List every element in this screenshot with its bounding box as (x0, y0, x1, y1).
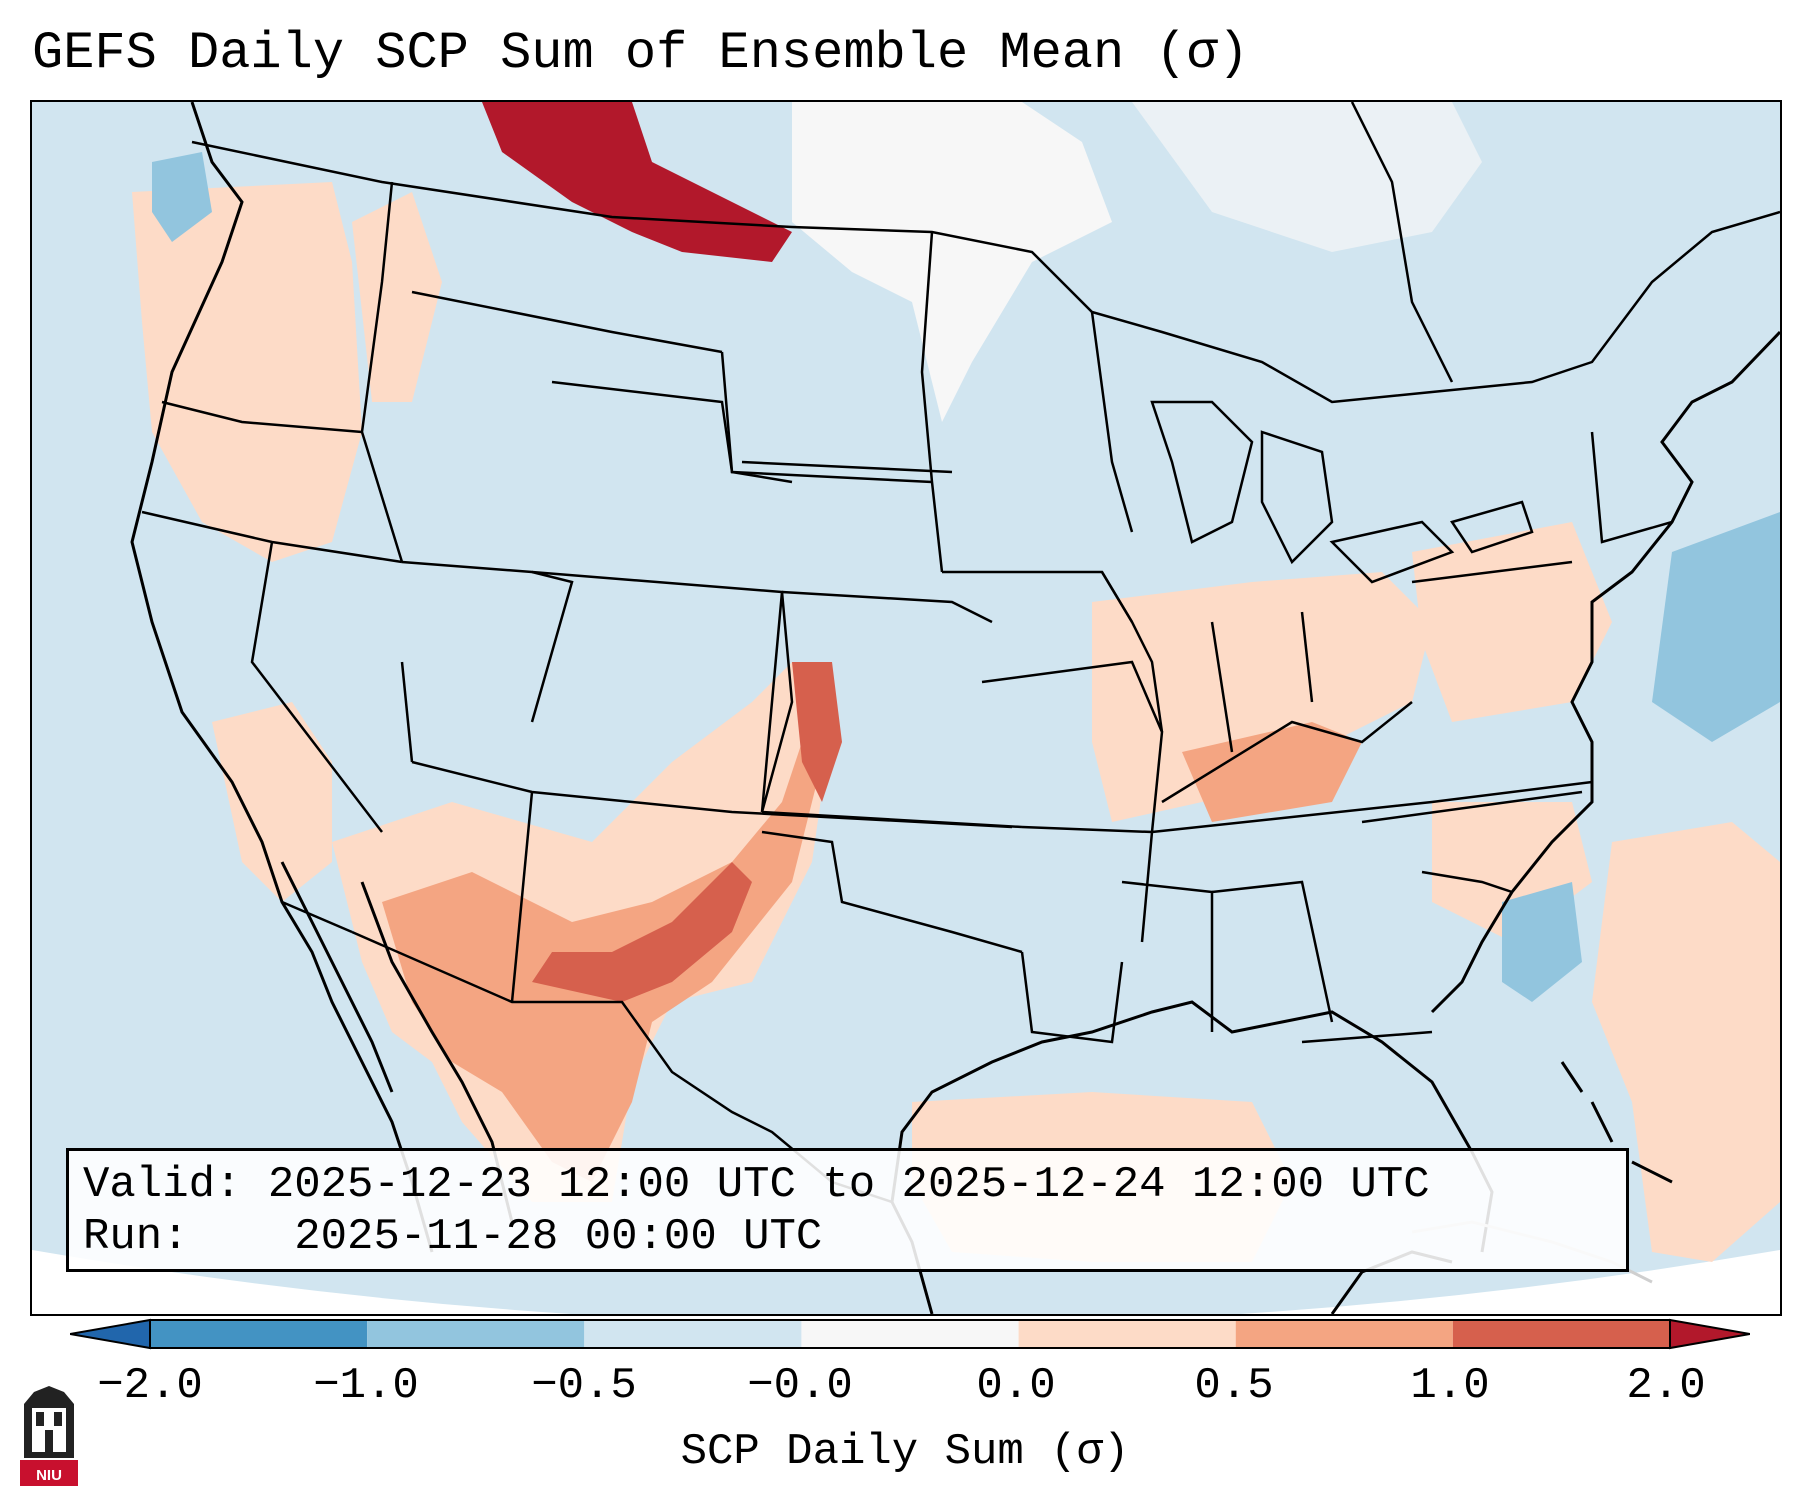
border-il-in (1100, 571, 1164, 733)
border-mn (920, 231, 944, 573)
colorbar (70, 1318, 1750, 1350)
colorbar-under-extension (70, 1318, 151, 1350)
border-ca-nv (250, 541, 383, 833)
anomaly-kentucky (1182, 722, 1362, 822)
great-lakes (1150, 400, 1534, 584)
east-coast (1430, 330, 1780, 1014)
anomaly-ohio-valley (1092, 572, 1432, 822)
run-line: Run: 2025-11-28 00:00 UTC (83, 1211, 822, 1263)
hudson-bay-coast (1350, 102, 1454, 383)
run-value: 2025-11-28 00:00 UTC (294, 1212, 823, 1262)
baja-coast (280, 861, 394, 1093)
validity-info-box: Valid: 2025-12-23 12:00 UTC to 2025-12-2… (66, 1148, 1629, 1272)
border-ut-az (400, 661, 414, 763)
tick-label: 2.0 (1626, 1361, 1706, 1411)
border-dakotas (720, 351, 933, 484)
anomaly-pacific-neg (152, 152, 212, 242)
anomaly-field (132, 102, 1780, 1262)
colorbar-bin (1235, 1320, 1453, 1348)
anomaly-california (212, 702, 332, 902)
border-co-ks (760, 591, 794, 813)
valid-label: Valid: (83, 1160, 242, 1210)
border-wa-or (161, 400, 363, 434)
border-nc-sc (1421, 870, 1513, 894)
border-pa-ny (1411, 560, 1573, 584)
border-nv-ut (401, 560, 574, 723)
border-az-nm (510, 791, 534, 1003)
tick-label: −0.5 (531, 1361, 637, 1411)
border-la (1020, 951, 1124, 1044)
colorbar-outline (149, 1319, 1671, 1349)
west-coast (130, 102, 434, 1253)
colorbar-label: SCP Daily Sum (σ) (680, 1427, 1130, 1477)
anomaly-oklahoma-panhandle (792, 662, 842, 802)
border-tn (1151, 780, 1593, 834)
tick-label: 1.0 (1410, 1361, 1490, 1411)
anomaly-idaho (352, 192, 442, 402)
run-label: Run: (83, 1212, 189, 1262)
figure-title: GEFS Daily SCP Sum of Ensemble Mean (σ) (32, 24, 1249, 83)
valid-line: Valid: 2025-12-23 12:00 UTC to 2025-12-2… (83, 1159, 1430, 1211)
anomaly-quebec-white (1132, 102, 1482, 252)
map-panel[interactable] (30, 100, 1782, 1316)
map-canvas (32, 102, 1780, 1314)
border-oh-pa (1300, 611, 1314, 703)
tick-label: −2.0 (97, 1361, 203, 1411)
niu-logo-icon (20, 1386, 78, 1486)
colorbar-bin (367, 1320, 585, 1348)
colorbar-bin (801, 1320, 1019, 1348)
us-canada-border (191, 140, 1780, 404)
colorbar-bins (150, 1320, 1670, 1348)
anomaly-offshore-neg (1502, 882, 1582, 1002)
border-va-nc (1361, 790, 1583, 824)
border-al-ga (1211, 880, 1334, 1023)
border-ok-tx (761, 830, 1023, 954)
anomaly-pacific-nw (132, 182, 362, 562)
niu-logo-text: NIU (36, 1467, 62, 1484)
colorbar-bin (150, 1320, 368, 1348)
border-id (360, 181, 404, 563)
valid-value: 2025-12-23 12:00 UTC to 2025-12-24 12:00… (267, 1160, 1430, 1210)
border-ky (1161, 701, 1413, 804)
border-mo (981, 660, 1164, 833)
anomaly-mid-atlantic (1412, 522, 1612, 722)
border-mt-wy (411, 290, 723, 354)
bahamas (1560, 1061, 1673, 1184)
border-ne-ks (781, 590, 993, 624)
anomaly-nm-tx-max (532, 862, 752, 1002)
border-new-england (1590, 431, 1673, 544)
border-wi-mi (1090, 311, 1134, 533)
anomaly-atlantic (1592, 822, 1780, 1262)
tick-label: −1.0 (313, 1361, 419, 1411)
border-az-mx (281, 900, 353, 934)
tick-label: 0.0 (976, 1361, 1056, 1411)
colorbar-bin (1018, 1320, 1236, 1348)
border-in-oh (1210, 621, 1234, 753)
niu-logo: NIU (20, 1384, 78, 1486)
tick-label: 0.5 (1194, 1361, 1274, 1411)
border-ga-fl (1301, 1030, 1433, 1044)
colorbar-over-extension (1669, 1318, 1750, 1350)
border-nd-sd (741, 460, 953, 474)
anomaly-western-atlantic-neg (1652, 512, 1780, 742)
colorbar-bin (584, 1320, 802, 1348)
border-ks-ok (761, 810, 1023, 829)
colorbar-bin (1452, 1320, 1670, 1348)
anomaly-canada-white (792, 102, 1112, 422)
tick-label: −0.0 (747, 1361, 853, 1411)
border-wy (551, 380, 793, 484)
